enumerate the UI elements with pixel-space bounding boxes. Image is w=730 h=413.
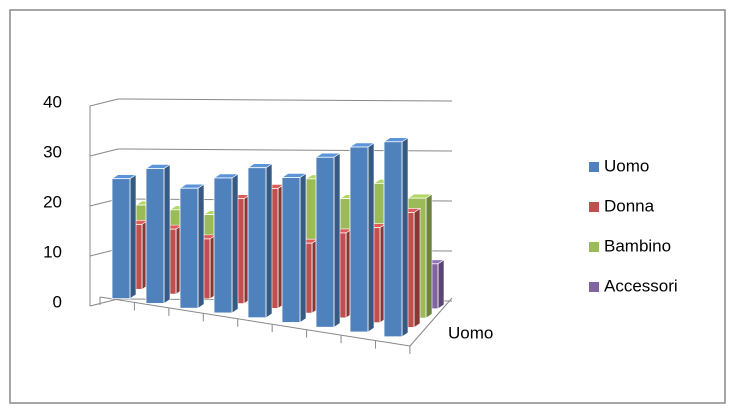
legend-label: Accessori bbox=[604, 276, 678, 295]
bar bbox=[111, 178, 131, 300]
y-tick-label: 40 bbox=[43, 92, 62, 111]
bar-side bbox=[265, 163, 273, 319]
grid-line bbox=[89, 98, 119, 107]
grid-line bbox=[117, 98, 453, 102]
y-tick-label: 0 bbox=[53, 292, 62, 311]
bar bbox=[145, 168, 165, 304]
bar bbox=[349, 146, 369, 333]
bar-side bbox=[333, 152, 341, 328]
axis-line bbox=[99, 296, 411, 347]
y-tick-label: 10 bbox=[43, 242, 62, 261]
bar-side bbox=[425, 193, 433, 319]
bar-side bbox=[367, 142, 375, 333]
bar bbox=[383, 141, 403, 338]
legend-swatch bbox=[589, 282, 599, 292]
bar-side bbox=[163, 163, 171, 305]
bar bbox=[247, 167, 267, 319]
bar-side bbox=[413, 207, 421, 329]
bar bbox=[281, 177, 301, 323]
legend-swatch bbox=[589, 162, 599, 172]
y-tick-label: 30 bbox=[43, 142, 62, 161]
bar-side bbox=[437, 259, 445, 310]
grid-line bbox=[89, 298, 119, 307]
bar bbox=[315, 156, 335, 328]
legend-label: Uomo bbox=[604, 156, 649, 175]
bar-side bbox=[401, 137, 409, 338]
legend-swatch bbox=[589, 202, 599, 212]
legend-label: Bambino bbox=[604, 236, 671, 255]
bar-side bbox=[129, 174, 137, 300]
grid-line bbox=[89, 148, 119, 157]
axis-line bbox=[409, 297, 453, 347]
series-axis-label: Uomo bbox=[448, 323, 493, 342]
bar-side bbox=[231, 173, 239, 314]
legend-swatch bbox=[589, 242, 599, 252]
bar-side bbox=[299, 172, 307, 324]
bar bbox=[213, 177, 233, 314]
bar bbox=[179, 187, 199, 309]
legend-label: Donna bbox=[604, 196, 655, 215]
bar-side bbox=[197, 183, 205, 309]
y-tick-label: 20 bbox=[43, 192, 62, 211]
